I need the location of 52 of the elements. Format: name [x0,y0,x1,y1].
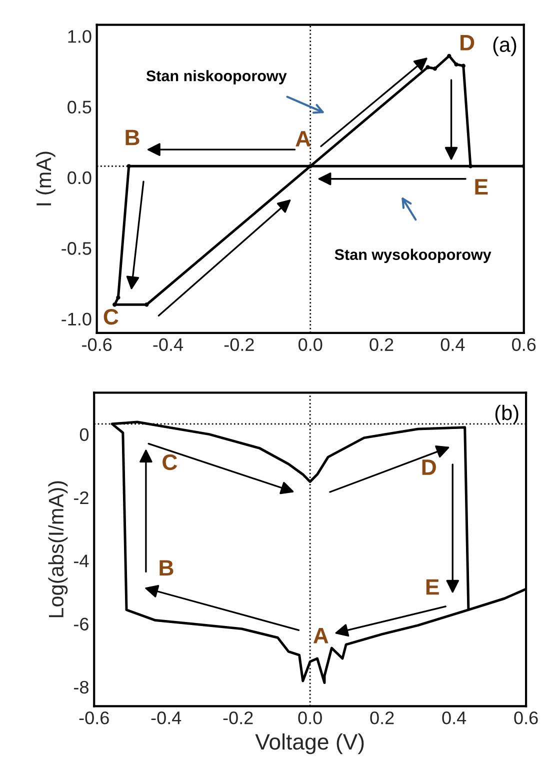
point [447,54,452,58]
point [144,302,149,307]
y-axis-title: I (mA) [36,152,56,206]
y-tick-label: 1.0 [68,30,92,43]
annotation: E [475,179,488,194]
annotation: D [460,35,474,50]
annotation: C [104,308,118,325]
y-tick-label: -1.0 [62,312,92,326]
annotation: B [160,560,174,576]
annotation: (a) [493,36,516,56]
point [432,66,437,71]
x-tick-label: 0.2 [370,338,394,352]
x-tick-label: 0.6 [514,712,538,724]
y-axis-title: Log(abs(I/mA)) [48,481,68,618]
point [461,64,466,68]
point [116,295,120,300]
y-tick-label: -2 [74,491,88,504]
annotation: (b) [495,404,518,424]
annotation: Stan wysokooporowy [334,248,492,264]
x-tick-label: 0.0 [298,712,322,724]
y-tick-label: 0.5 [68,100,92,114]
x-tick-label: -0.6 [82,338,112,352]
point [454,62,458,66]
point [426,65,430,70]
x-tick-label: 0.0 [298,338,322,352]
annotation: A [296,131,311,146]
x-tick-label: 0.4 [440,338,465,352]
point [112,302,117,307]
x-tick-label: 0.2 [370,712,394,724]
x-tick-label: 0.6 [512,338,536,352]
y-tick-label: -8 [74,680,88,694]
x-axis-title: Voltage (V) [255,733,364,754]
y-tick-label: 0.0 [68,171,92,184]
x-tick-label: -0.4 [153,338,184,352]
point [308,164,312,168]
annotation: B [126,130,140,146]
annotation: C [162,454,178,470]
point [126,164,131,168]
x-tick-label: -0.6 [79,712,109,724]
y-tick-label: -6 [74,618,88,630]
x-tick-label: -0.4 [151,712,182,724]
x-tick-label: -0.2 [223,712,253,724]
x-tick-label: 0.4 [442,712,466,724]
point [468,164,473,168]
y-tick-label: -4 [74,554,89,568]
annotation: E [426,579,439,595]
y-tick-label: 0 [80,428,89,442]
annotation: A [313,628,328,644]
annotation: D [422,460,436,475]
x-tick-label: -0.2 [224,338,254,352]
annotation: Stan niskooporowy [146,70,287,84]
y-tick-label: -0.5 [62,242,92,255]
